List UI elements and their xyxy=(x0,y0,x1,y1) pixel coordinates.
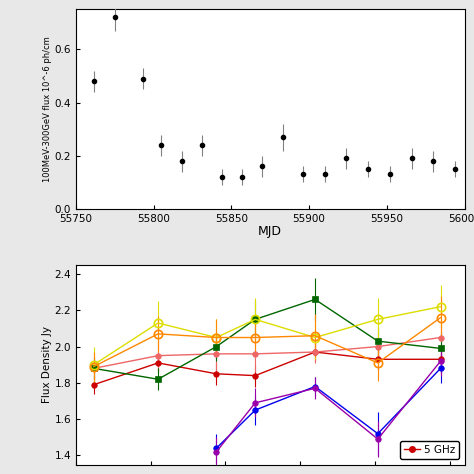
Y-axis label: Flux Density Jy: Flux Density Jy xyxy=(42,326,52,403)
X-axis label: MJD: MJD xyxy=(258,225,282,238)
Y-axis label: 100MeV-300GeV flux 10^-6 ph/cm: 100MeV-300GeV flux 10^-6 ph/cm xyxy=(43,36,52,182)
Legend: 5 GHz: 5 GHz xyxy=(400,441,459,459)
